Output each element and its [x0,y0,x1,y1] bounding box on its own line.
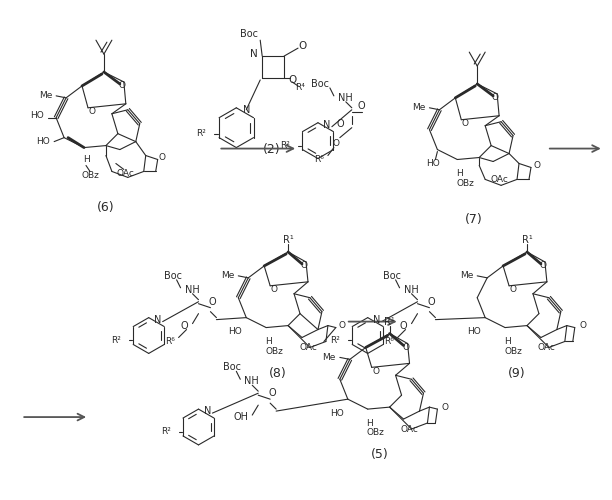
Text: OAc: OAc [401,424,419,434]
Text: O: O [288,75,296,85]
Text: H: H [504,337,510,346]
Text: O: O [158,153,165,162]
Text: O: O [338,321,345,330]
Text: Boc: Boc [241,29,258,39]
Text: N: N [204,406,211,416]
Text: O: O [118,82,125,90]
Text: OAc: OAc [538,343,556,352]
Text: OH: OH [233,412,248,422]
Text: R⁶: R⁶ [165,337,174,346]
Text: HO: HO [468,327,481,336]
Text: NH: NH [403,285,419,295]
Text: O: O [402,343,409,352]
Text: R⁶: R⁶ [384,337,394,346]
Text: (5): (5) [371,448,389,462]
Text: O: O [89,108,95,116]
Text: O: O [400,320,408,330]
Text: HO: HO [330,408,344,418]
Text: O: O [298,41,306,51]
Text: O: O [539,262,547,270]
Text: Boc: Boc [382,271,401,281]
Text: (6): (6) [97,200,114,213]
Text: O: O [442,402,449,411]
Text: N: N [373,314,381,324]
Text: O: O [428,296,435,306]
Text: H: H [367,418,373,428]
Text: Me: Me [221,272,234,280]
Text: O: O [300,262,307,270]
Text: O: O [510,286,517,294]
Text: (2): (2) [263,143,281,156]
Text: HO: HO [228,327,242,336]
Text: R²: R² [111,336,121,345]
Text: O: O [491,94,499,102]
Text: O: O [534,161,540,170]
Text: HO: HO [37,137,50,146]
Text: HO: HO [31,112,44,120]
Text: H: H [456,169,463,178]
Text: O: O [372,367,379,376]
Text: R¹: R¹ [384,316,395,326]
Text: OAc: OAc [490,175,508,184]
Text: OBz: OBz [457,179,474,188]
Text: R⁶: R⁶ [314,155,324,164]
Text: O: O [579,321,586,330]
Text: Me: Me [323,353,336,362]
Text: R²: R² [161,428,171,436]
Text: R²: R² [330,336,340,345]
Text: OBz: OBz [265,347,283,356]
Text: N: N [242,105,250,115]
Text: H: H [83,155,89,164]
Text: N: N [323,120,330,130]
Text: HO: HO [425,159,439,168]
Text: Boc: Boc [163,271,182,281]
Text: O: O [271,286,278,294]
Text: N: N [154,314,162,324]
Text: OBz: OBz [81,171,99,180]
Text: (9): (9) [508,367,526,380]
Text: R¹: R¹ [521,235,532,245]
Text: O: O [209,296,216,306]
Text: O: O [268,388,276,398]
Text: O: O [358,101,365,111]
Text: Me: Me [460,272,473,280]
Text: R⁴: R⁴ [295,84,305,92]
Text: R¹: R¹ [283,235,294,245]
Text: Boc: Boc [223,362,241,372]
Text: OAc: OAc [299,343,317,352]
Text: O: O [181,320,188,330]
Text: O: O [336,118,344,128]
Text: R²: R² [196,129,206,138]
Text: H: H [265,337,272,346]
Text: Boc: Boc [311,79,329,89]
Text: OBz: OBz [367,428,384,438]
Text: Me: Me [412,104,425,112]
Text: OAc: OAc [117,169,135,178]
Text: N: N [250,49,258,59]
Text: Me: Me [39,92,52,100]
Text: O: O [332,139,340,148]
Text: R²: R² [280,141,290,150]
Text: (8): (8) [269,367,287,380]
Text: NH: NH [338,93,353,103]
Text: NH: NH [185,285,200,295]
Text: OBz: OBz [504,347,522,356]
Text: O: O [462,119,469,128]
Text: NH: NH [244,376,259,386]
Text: (7): (7) [465,212,483,226]
